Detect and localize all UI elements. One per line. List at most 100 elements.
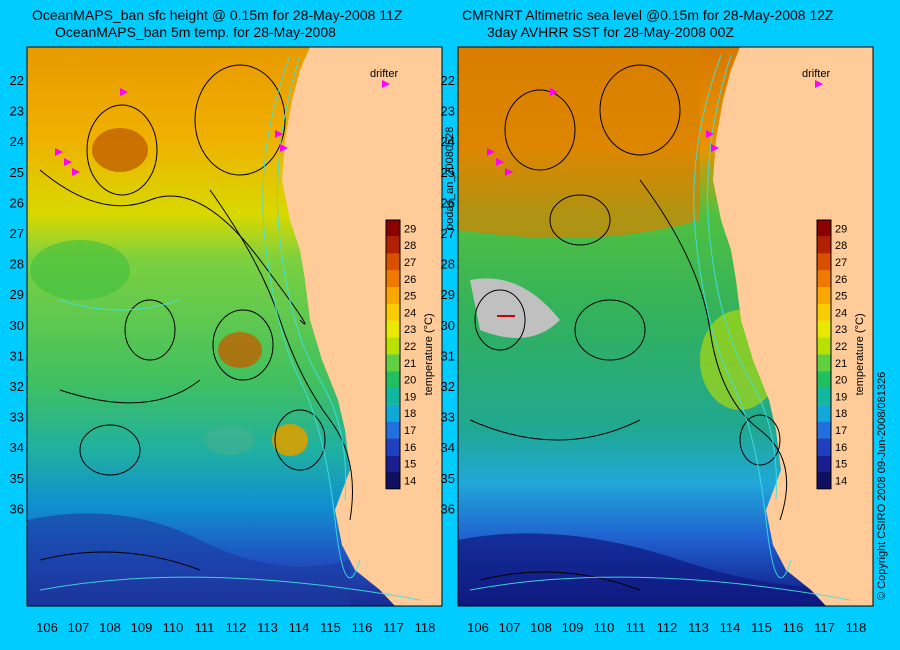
colorbar-label: temperature (°C): [854, 313, 866, 395]
right-cloud-patch: [470, 278, 560, 338]
colorbar-swatch: [386, 438, 400, 456]
colorbar-swatch: [386, 253, 400, 271]
colorbar-tick-label: 17: [404, 425, 416, 437]
left-lon-tick-label: 117: [383, 620, 404, 635]
left-lat-tick-label: 22: [10, 73, 24, 88]
left-lon-tick-label: 106: [36, 620, 58, 635]
colorbar-tick-label: 26: [404, 274, 416, 286]
colorbar-swatch: [817, 220, 831, 237]
left-lon-tick-label: 114: [289, 620, 310, 635]
right-lat-tick-label: 27: [441, 226, 455, 241]
right-lon-tick-label: 118: [846, 620, 867, 635]
right-height-contours: [469, 64, 788, 591]
right-lat-tick-label: 32: [441, 379, 455, 394]
colorbar-swatch: [817, 337, 831, 355]
colorbar-swatch: [817, 253, 831, 271]
right-lon-tick-label: 113: [688, 620, 709, 635]
colorbar-tick-label: 22: [404, 341, 416, 353]
colorbar-swatch: [817, 404, 831, 422]
right-lat-tick-label: 30: [441, 318, 455, 333]
right-drifter-label: drifter: [802, 68, 830, 80]
colorbar-tick-label: 14: [835, 475, 847, 487]
colorbar-swatch: [386, 236, 400, 254]
left-lon-tick-label: 112: [226, 620, 247, 635]
right-lon-tick-label: 107: [499, 620, 521, 635]
right-lat-tick-label: 34: [441, 440, 455, 455]
right-lat-tick-label: 26: [441, 195, 455, 210]
colorbar-swatch: [817, 388, 831, 405]
right-lat-tick-label: 28: [441, 257, 455, 272]
colorbar-swatch: [817, 455, 831, 472]
right-lon-tick-label: 112: [657, 620, 678, 635]
left-lat-tick-label: 27: [10, 226, 24, 241]
left-lat-tick-label: 23: [10, 104, 24, 119]
left-map-panel: drifter: [27, 47, 442, 606]
left-lat-tick-label: 30: [10, 318, 24, 333]
left-lon-tick-label: 113: [257, 620, 278, 635]
left-lat-tick-label: 24: [10, 134, 24, 149]
colorbar-tick-label: 24: [835, 307, 847, 319]
left-title-line1: OceanMAPS_ban sfc height @ 0.15m for 28-…: [32, 7, 403, 23]
left-lat-tick-label: 35: [10, 471, 24, 486]
colorbar-tick-label: 27: [835, 257, 847, 269]
colorbar-swatch: [386, 270, 400, 288]
left-drifter-label: drifter: [370, 68, 398, 80]
right-lat-tick-label: 31: [441, 348, 455, 363]
colorbar-swatch: [386, 421, 400, 439]
right-lon-tick-label: 115: [751, 620, 772, 635]
colorbar-swatch: [817, 438, 831, 456]
right-land-mass: [713, 47, 873, 606]
colorbar-swatch: [386, 287, 400, 304]
left-lon-tick-label: 110: [163, 620, 184, 635]
colorbar-swatch: [386, 404, 400, 422]
right-lon-tick-label: 109: [562, 620, 584, 635]
colorbar-tick-label: 19: [835, 391, 847, 403]
colorbar-swatch: [817, 236, 831, 254]
left-colorbar: 29 28 27 26 25 24 23 22 21 20 19 18 17 16 15 14 temperat…: [385, 219, 435, 490]
colorbar-tick-label: 16: [404, 442, 416, 454]
colorbar-swatch: [386, 455, 400, 472]
left-lon-tick-label: 118: [415, 620, 436, 635]
right-bathymetry: [469, 54, 851, 601]
left-drifters: [55, 80, 390, 176]
colorbar-swatch: [386, 472, 400, 489]
right-lat-tick-label: 23: [441, 104, 455, 119]
left-lon-tick-label: 115: [320, 620, 341, 635]
left-lon-tick-label: 111: [195, 620, 215, 635]
colorbar-swatch: [386, 371, 400, 388]
left-bathymetry: [39, 54, 421, 601]
right-lon-tick-label: 106: [467, 620, 489, 635]
colorbar-tick-label: 15: [835, 459, 847, 471]
right-lon-tick-label: 116: [783, 620, 804, 635]
colorbar-swatch: [817, 421, 831, 439]
right-lon-tick-label: 108: [530, 620, 552, 635]
right-lat-tick-label: 24: [441, 134, 455, 149]
colorbar-tick-label: 17: [835, 425, 847, 437]
colorbar-swatch: [817, 371, 831, 388]
right-lon-tick-label: 111: [626, 620, 646, 635]
colorbar-swatch: [817, 287, 831, 304]
colorbar-tick-label: 25: [835, 291, 847, 303]
left-land-mass: [282, 47, 442, 606]
right-lat-tick-label: 36: [441, 501, 455, 516]
right-map-frame: [457, 46, 874, 607]
right-drifters: [487, 80, 823, 176]
colorbar-tick-label: 16: [835, 442, 847, 454]
colorbar-tick-label: 21: [835, 358, 847, 370]
colorbar-tick-label: 28: [404, 240, 416, 252]
colorbar-tick-label: 27: [404, 257, 416, 269]
colorbar-tick-label: 20: [404, 375, 416, 387]
colorbar-tick-label: 15: [404, 459, 416, 471]
colorbar-tick-label: 24: [404, 307, 416, 319]
colorbar-swatch: [817, 354, 831, 372]
colorbar-frame: [385, 219, 401, 490]
left-lat-tick-label: 33: [10, 410, 24, 425]
right-lon-tick-label: 117: [814, 620, 835, 635]
colorbar-tick-label: 18: [404, 408, 416, 420]
left-map-frame: [26, 46, 443, 607]
colorbar-swatch: [817, 320, 831, 338]
right-lat-tick-label: 29: [441, 287, 455, 302]
right-title-line2: 3day AVHRR SST for 28-May-2008 00Z: [487, 24, 734, 40]
colorbar-tick-label: 23: [404, 324, 416, 336]
